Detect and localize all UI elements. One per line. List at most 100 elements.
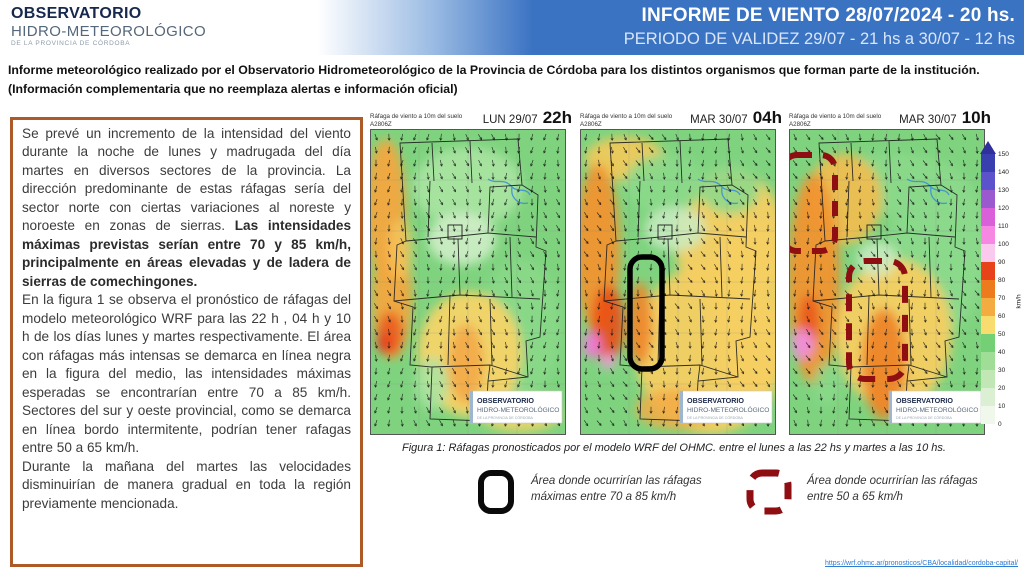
colorbar-tick-label: 140: [998, 169, 1009, 176]
header-banner: OBSERVATORIO HIDRO-METEOROLÓGICO DE LA P…: [0, 0, 1024, 55]
colorbar-tick-label: 70: [998, 295, 1006, 302]
forecast-link[interactable]: https://wrf.ohmc.ar/pronosticos/CBA/loca…: [825, 560, 1018, 567]
legend1-line1: Área donde ocurrirían las ráfagas: [531, 475, 702, 487]
colorbar-arrow-icon: [980, 141, 996, 154]
validity-period: PERIODO DE VALIDEZ 29/07 - 21 hs a 30/07…: [623, 30, 1015, 48]
colorbar-segment: [981, 334, 995, 352]
report-title-block: INFORME DE VIENTO 28/07/2024 - 20 hs. PE…: [624, 5, 1015, 49]
map1-variable-label: Ráfaga de viento a 10m del suelo A2806Z: [370, 113, 462, 128]
report-p1-normal: Se prevé un incremento de la intensidad …: [22, 126, 351, 234]
ohmc-logo: OBSERVATORIO HIDRO-METEOROLÓGICO DE LA P…: [11, 6, 206, 48]
svg-text:DE LA PROVINCIA DE CÓRDOBA: DE LA PROVINCIA DE CÓRDOBA: [477, 415, 534, 420]
legend-moderate-gusts-text: Área donde ocurrirían las ráfagas entre …: [807, 469, 978, 505]
map1-hour: 22h: [542, 108, 572, 127]
map3-header: Ráfaga de viento a 10m del suelo A2806Z …: [789, 108, 991, 128]
colorbar-tick-label: 60: [998, 313, 1006, 320]
colorbar-tick-label: 40: [998, 349, 1006, 356]
colorbar-segment: [981, 388, 995, 406]
colorbar-tick-label: 100: [998, 241, 1009, 248]
colorbar-tick-label: 0: [998, 421, 1002, 428]
legend2-line2: entre 50 a 65 km/h: [807, 491, 903, 504]
max-gust-area-marker: [627, 254, 665, 372]
colorbar-segment: [981, 190, 995, 208]
black-solid-area-icon: [478, 470, 514, 514]
logo-line2: HIDRO-METEOROLÓGICO: [11, 23, 207, 40]
colorbar-segment: [981, 406, 995, 424]
map3-model-run: A2806Z: [789, 120, 811, 128]
legend-max-gusts-text: Área donde ocurrirían las ráfagas máxima…: [531, 469, 702, 505]
colorbar-tick-label: 10: [998, 403, 1006, 410]
colorbar-segment: [981, 370, 995, 388]
legend-moderate-gusts: Área donde ocurrirían las ráfagas entre …: [744, 469, 978, 515]
colorbar-tick-label: 110: [998, 223, 1009, 230]
report-p1-bold: Las intensidades máximas previstas sería…: [22, 218, 352, 289]
intro-line1: Informe meteorológico realizado por el O…: [8, 63, 980, 77]
colorbar-segment: [981, 172, 995, 190]
report-paragraph-1: Se prevé un incremento de la intensidad …: [22, 125, 351, 291]
colorbar-segment: [981, 280, 995, 298]
map-panel-lun-22h: Ráfaga de viento a 10m del suelo A2806Z …: [370, 108, 572, 435]
colorbar-tick-label: 90: [998, 259, 1006, 266]
colorbar-unit: km/h: [1015, 294, 1023, 309]
map-panel-mar-10h: Ráfaga de viento a 10m del suelo A2806Z …: [789, 108, 991, 435]
svg-text:DE LA PROVINCIA DE CÓRDOBA: DE LA PROVINCIA DE CÓRDOBA: [687, 415, 744, 420]
legend-max-gusts: Área donde ocurrirían las ráfagas máxima…: [476, 469, 702, 515]
legend1-line2: máximas entre 70 a 85 km/h: [531, 491, 677, 504]
map1-datetime: LUN 29/07 22h: [483, 108, 572, 128]
logo-line3: DE LA PROVINCIA DE CÓRDOBA: [11, 40, 131, 47]
svg-text:HIDRO-METEOROLÓGICO: HIDRO-METEOROLÓGICO: [896, 405, 978, 414]
moderate-gust-area-marker-nw: [789, 152, 838, 254]
legend2-line1: Área donde ocurrirían las ráfagas: [807, 475, 978, 487]
colorbar-tick-label: 130: [998, 187, 1009, 194]
svg-text:OBSERVATORIO: OBSERVATORIO: [687, 396, 744, 405]
map-panel-mar-04h: Ráfaga de viento a 10m del suelo A2806Z …: [580, 108, 782, 435]
colorbar-tick-label: 80: [998, 277, 1006, 284]
colorbar-tick-label: 50: [998, 331, 1006, 338]
colorbar-segment: [981, 208, 995, 226]
colorbar-scale: km/h 0 10 20 30 40 50 60 70 80 90 100 110 120 130 140 1…: [981, 151, 1023, 428]
map3-day: MAR 30/07: [899, 114, 957, 126]
colorbar-segment: [981, 244, 995, 262]
colorbar-tick-label: 120: [998, 205, 1009, 212]
map3-hour: 10h: [961, 108, 991, 127]
map3-variable-label: Ráfaga de viento a 10m del suelo A2806Z: [789, 113, 881, 128]
svg-text:HIDRO-METEOROLÓGICO: HIDRO-METEOROLÓGICO: [687, 405, 769, 414]
map2-header: Ráfaga de viento a 10m del suelo A2806Z …: [580, 108, 782, 128]
colorbar: km/h 0 10 20 30 40 50 60 70 80 90 100 110 120 130 140 1…: [980, 141, 1024, 428]
svg-text:HIDRO-METEOROLÓGICO: HIDRO-METEOROLÓGICO: [477, 405, 559, 414]
intro-line2: (Información complementaria que no reemp…: [8, 82, 458, 97]
report-title: INFORME DE VIENTO 28/07/2024 - 20 hs.: [641, 5, 1015, 26]
map2-variable-label: Ráfaga de viento a 10m del suelo A2806Z: [580, 113, 672, 128]
colorbar-segment: [981, 298, 995, 316]
intro-text: Informe meteorológico realizado por el O…: [8, 61, 1020, 99]
colorbar-segment: [981, 154, 995, 172]
map2-datetime: MAR 30/07 04h: [690, 108, 782, 128]
map1-model-run: A2806Z: [370, 120, 392, 128]
map2-model-run: A2806Z: [580, 120, 602, 128]
moderate-gust-area-marker-south: [846, 258, 908, 382]
svg-text:OBSERVATORIO: OBSERVATORIO: [896, 396, 953, 405]
colorbar-segment: [981, 262, 995, 280]
map1-day: LUN 29/07: [482, 114, 538, 126]
map2-day: MAR 30/07: [690, 114, 748, 126]
red-dashed-area-icon: [746, 469, 792, 515]
map3-datetime: MAR 30/07 10h: [899, 108, 991, 128]
figure-caption: Figura 1: Ráfagas pronosticados por el m…: [402, 442, 946, 454]
map2-variable: Ráfaga de viento a 10m del suelo: [580, 113, 673, 121]
colorbar-segment: [981, 226, 995, 244]
colorbar-tick-label: 150: [998, 151, 1009, 158]
map3-variable: Ráfaga de viento a 10m del suelo: [789, 113, 882, 121]
colorbar-tick-label: 30: [998, 367, 1006, 374]
map1-variable: Ráfaga de viento a 10m del suelo: [370, 113, 463, 121]
svg-text:OBSERVATORIO: OBSERVATORIO: [477, 396, 534, 405]
map2-hour: 04h: [752, 108, 782, 127]
colorbar-segment: [981, 316, 995, 334]
colorbar-segment: [981, 352, 995, 370]
logo-line1: OBSERVATORIO: [11, 5, 142, 22]
